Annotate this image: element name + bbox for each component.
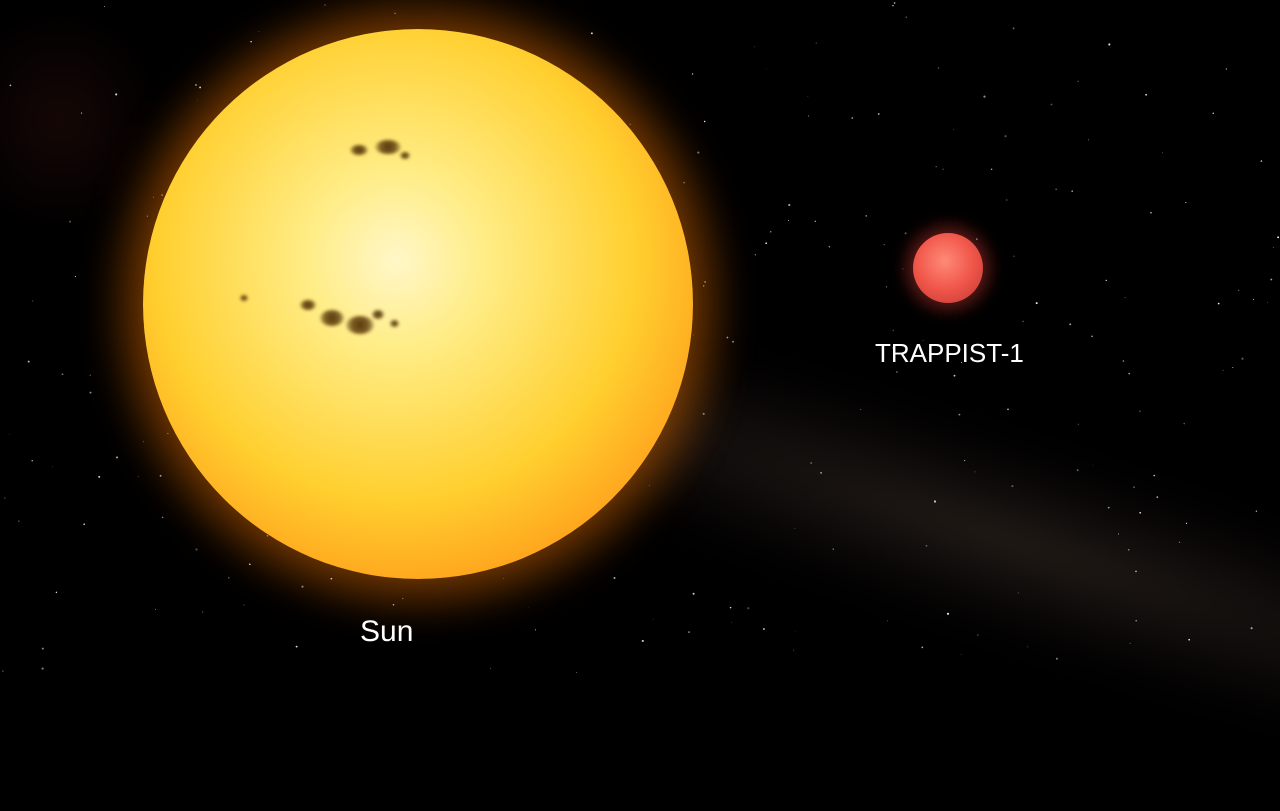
sunspot bbox=[390, 320, 399, 327]
sunspot bbox=[350, 145, 368, 155]
sun-star bbox=[143, 29, 693, 579]
sunspot bbox=[300, 300, 316, 310]
trappist1-star bbox=[913, 233, 983, 303]
sunspot bbox=[400, 152, 410, 159]
sun-label: Sun bbox=[360, 615, 413, 649]
sunspot bbox=[375, 140, 401, 154]
sunspot bbox=[372, 310, 384, 319]
sunspot bbox=[320, 310, 344, 326]
sunspot bbox=[346, 316, 374, 334]
sunspot bbox=[240, 295, 248, 301]
trappist1-label: TRAPPIST-1 bbox=[875, 338, 1024, 369]
